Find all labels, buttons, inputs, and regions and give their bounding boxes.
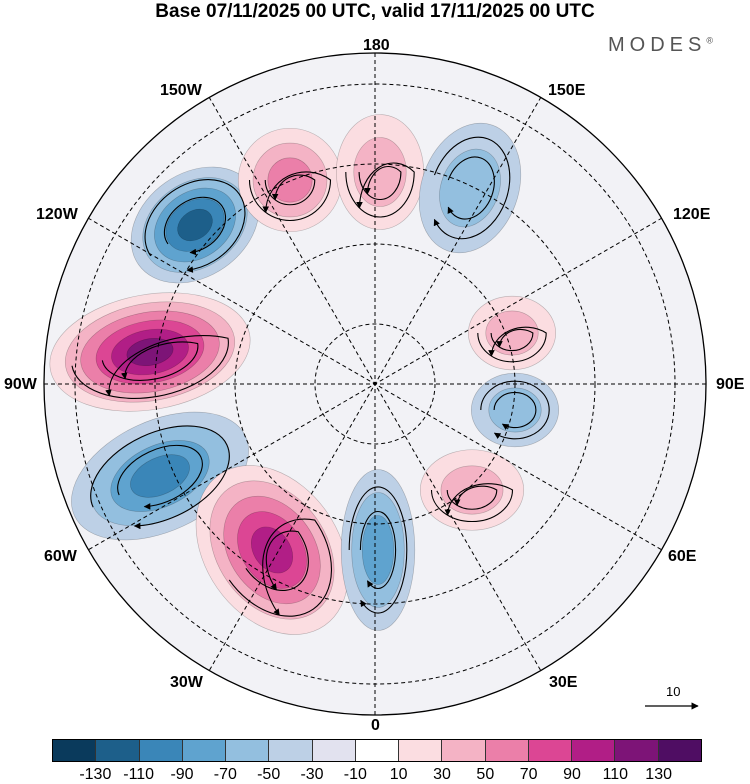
streamline (348, 486, 408, 614)
label-90w: 90W (4, 376, 37, 393)
streamline (430, 483, 514, 523)
colorbar-bin (53, 740, 97, 761)
streamline (477, 326, 547, 363)
colorbar-bin (269, 740, 313, 761)
colorbar-bin (615, 740, 659, 761)
label-90e: 90E (716, 376, 745, 393)
colorbar-tick-label: -30 (300, 766, 324, 783)
streamline (71, 335, 229, 399)
label-30e: 30E (549, 674, 578, 691)
streamline (480, 380, 550, 440)
colorbar-tick-label: 30 (433, 766, 451, 783)
streamline (264, 174, 316, 206)
colorbar-bin (399, 740, 443, 761)
positive-anomaly (485, 310, 539, 356)
positive-anomaly (250, 526, 294, 574)
colorbar-bin (139, 740, 183, 761)
colorbar-bin (312, 740, 356, 761)
brand-name: MODES (608, 34, 707, 56)
negative-anomaly (177, 208, 213, 242)
colorbar-bin (355, 740, 400, 761)
positive-anomaly (353, 137, 407, 207)
label-150w: 150W (160, 82, 202, 99)
label-150e: 150E (548, 82, 586, 99)
colorbar-tick-label: -110 (123, 766, 155, 783)
chart-title: Base 07/11/2025 00 UTC, valid 17/11/2025… (155, 1, 595, 22)
label-30w: 30W (170, 674, 203, 691)
label-60e: 60E (668, 548, 697, 565)
streamline (447, 156, 495, 220)
reference-vector-arrow (645, 702, 699, 710)
colorbar-tick-label: 130 (645, 766, 673, 783)
label-120w: 120W (36, 206, 78, 223)
colorbar-tick-label: -10 (343, 766, 367, 783)
colorbar-bin (572, 740, 616, 761)
positive-anomaly (440, 465, 504, 515)
label-60w: 60W (44, 548, 77, 565)
colorbar-bin (226, 740, 270, 761)
meridian (87, 217, 663, 551)
streamline (101, 341, 199, 381)
streamline (359, 510, 397, 590)
colorbar-bin (96, 740, 140, 761)
map-boundary (43, 52, 707, 716)
colorbar-tick-label: -50 (257, 766, 281, 783)
map-field (44, 53, 706, 715)
positive-anomaly (267, 157, 313, 203)
reference-vector-label: 10 (666, 684, 681, 699)
colorbar-tick-label: 10 (389, 766, 408, 783)
streamline (144, 179, 246, 273)
colorbar-tick-label: 70 (519, 766, 538, 783)
colorbar (52, 739, 702, 762)
graticule (44, 53, 706, 715)
colorbar-bin (658, 740, 701, 761)
streamline (433, 136, 511, 240)
streamline (345, 162, 415, 218)
colorbar-bin (442, 740, 486, 761)
colorbar-bin (182, 740, 227, 761)
modes-logo: MODES® (608, 34, 713, 57)
colorbar-tick-label: 50 (476, 766, 495, 783)
label-180: 180 (363, 37, 390, 54)
negative-anomaly (130, 454, 190, 498)
label-0: 0 (371, 717, 380, 734)
streamline (493, 391, 537, 431)
streamline (248, 171, 332, 222)
streamline (117, 444, 203, 510)
colorbar-tick-label: -90 (170, 766, 194, 783)
label-120e: 120E (673, 206, 711, 223)
colorbar-bin (485, 740, 529, 761)
negative-anomaly (361, 515, 395, 585)
latitude-circle (154, 163, 596, 605)
colorbar-bin (528, 740, 573, 761)
latitude-circle (314, 323, 436, 445)
colorbar-tick-label: -70 (213, 766, 237, 783)
registered-mark: ® (706, 35, 713, 46)
streamline (163, 196, 227, 256)
streamline (228, 518, 332, 617)
streamline (245, 530, 309, 591)
colorbar-tick-label: -130 (79, 766, 112, 783)
colorbar-tick-label: 90 (563, 766, 581, 783)
colorbar-tick-label: 110 (602, 766, 629, 783)
